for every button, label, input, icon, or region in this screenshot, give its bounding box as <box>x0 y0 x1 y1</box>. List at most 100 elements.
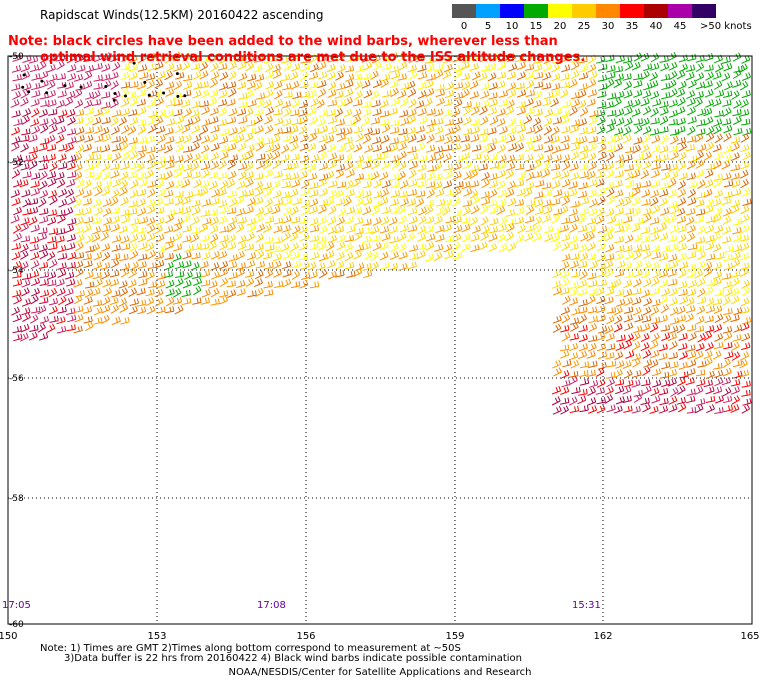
wind-barb <box>614 288 625 297</box>
wind-barb <box>101 91 111 99</box>
wind-barb <box>588 360 598 368</box>
time-label-2: 17:08 <box>257 600 286 611</box>
wind-barb <box>633 389 643 397</box>
wind-barb <box>568 297 579 306</box>
wind-barb <box>597 225 608 233</box>
wind-barb <box>264 152 273 162</box>
wind-barb <box>47 236 57 244</box>
wind-barb <box>445 189 455 197</box>
wind-barb <box>723 404 733 413</box>
wind-barb <box>391 71 401 80</box>
wind-barb <box>91 153 102 161</box>
contamination-circle <box>21 85 25 89</box>
wind-barb <box>607 215 617 225</box>
wind-barb <box>325 241 335 252</box>
wind-barb <box>354 217 364 226</box>
wind-barb <box>667 200 678 208</box>
wind-barb <box>496 180 506 190</box>
wind-barb <box>236 81 247 90</box>
wind-barb <box>623 100 633 109</box>
wind-barb <box>641 133 651 144</box>
wind-barb <box>38 227 48 235</box>
wind-barb <box>659 55 669 63</box>
wind-barb <box>569 370 579 378</box>
wind-barb <box>264 56 274 64</box>
wind-barb <box>640 117 650 127</box>
wind-barb <box>659 126 669 134</box>
wind-barb <box>309 189 319 198</box>
wind-barb <box>723 62 733 72</box>
wind-barb <box>363 197 373 206</box>
wind-barb <box>730 404 740 414</box>
wind-barb <box>235 223 245 233</box>
wind-barb <box>524 215 535 224</box>
wind-barb <box>407 189 417 197</box>
wind-barb <box>103 287 112 297</box>
wind-barb <box>687 279 698 289</box>
wind-barb <box>111 316 121 325</box>
wind-barb <box>533 71 544 80</box>
wind-barb <box>226 280 236 288</box>
wind-barb <box>731 395 740 405</box>
wind-barb <box>596 116 606 126</box>
wind-barb <box>38 108 48 118</box>
wind-barb <box>380 262 390 270</box>
wind-barb <box>40 123 49 134</box>
colorbar-swatch <box>524 4 548 18</box>
wind-barb <box>93 74 103 82</box>
wind-barb <box>605 315 615 325</box>
wind-barb <box>30 224 40 233</box>
wind-barb <box>551 180 561 189</box>
wind-barb <box>49 162 58 172</box>
wind-barb <box>577 288 588 296</box>
colorbar-swatch <box>548 4 572 18</box>
colorbar-swatch <box>668 4 692 18</box>
wind-barb <box>714 133 723 144</box>
wind-barb <box>525 106 535 116</box>
wind-barb <box>264 206 273 216</box>
wind-barb <box>553 226 563 235</box>
wind-barb <box>30 314 39 324</box>
wind-barb <box>471 71 481 81</box>
wind-barb <box>661 379 671 388</box>
wind-barb <box>11 242 21 251</box>
wind-barb <box>318 151 328 161</box>
wind-barb <box>200 162 211 171</box>
wind-barb <box>443 55 453 64</box>
wind-barb <box>605 208 615 217</box>
wind-barb <box>739 369 750 378</box>
wind-barb <box>175 143 184 153</box>
wind-barb <box>652 98 662 107</box>
wind-barb <box>505 209 515 217</box>
wind-barb <box>740 205 750 214</box>
wind-barb <box>31 306 41 314</box>
wind-barb <box>39 278 49 286</box>
wind-barb <box>173 98 183 107</box>
wind-barb <box>696 277 706 287</box>
wind-barb <box>200 210 210 217</box>
colorbar-label: 0 <box>460 21 468 32</box>
wind-barb <box>739 262 750 270</box>
wind-barb <box>578 243 588 253</box>
wind-barb <box>191 100 201 109</box>
wind-barb <box>742 72 751 81</box>
wind-barb <box>597 279 607 287</box>
wind-barb <box>605 332 615 342</box>
wind-barb <box>217 171 228 180</box>
wind-barb <box>677 161 687 171</box>
wind-barb <box>541 98 552 107</box>
wind-barb <box>660 62 670 72</box>
wind-barb <box>129 234 139 243</box>
wind-barb <box>12 325 22 334</box>
wind-barb <box>11 110 21 118</box>
wind-barb <box>661 163 671 171</box>
wind-barb <box>705 253 716 261</box>
contamination-circle <box>147 93 151 97</box>
wind-barb <box>73 305 84 313</box>
wind-barb <box>254 172 264 180</box>
wind-barb <box>496 144 506 154</box>
contamination-circle <box>143 80 147 84</box>
wind-barb <box>498 99 508 107</box>
wind-barb <box>147 281 158 289</box>
wind-barb <box>166 208 176 217</box>
